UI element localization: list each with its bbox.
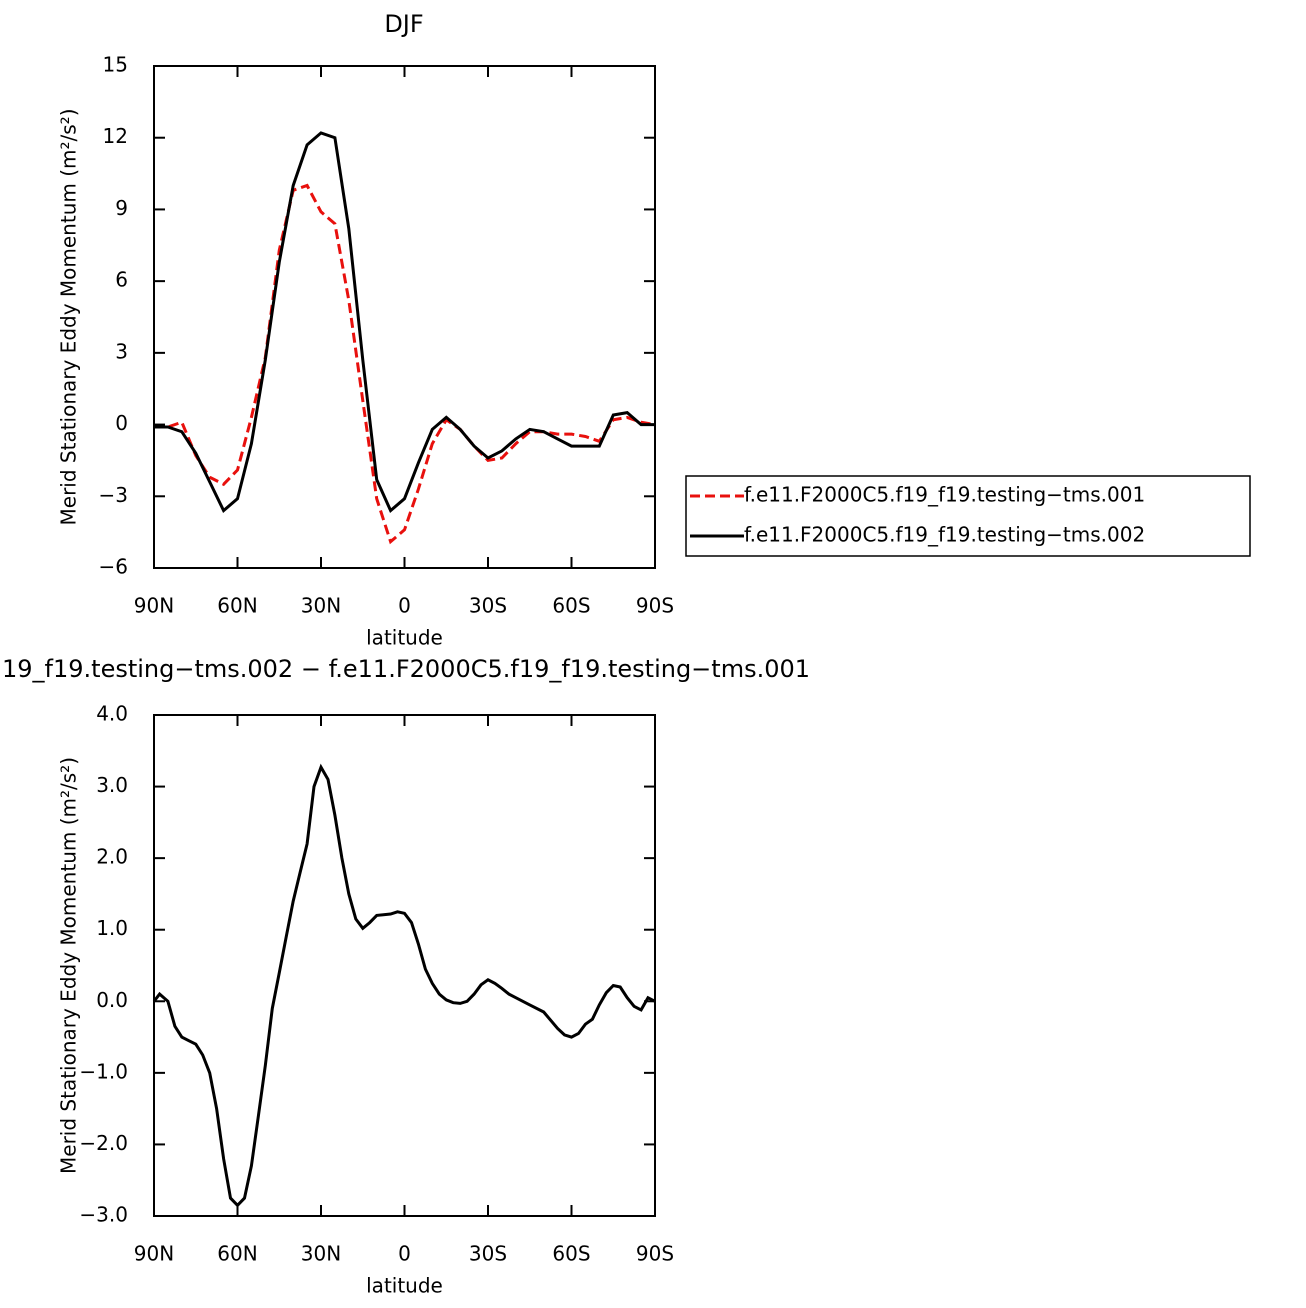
y-axis-label: Merid Stationary Eddy Momentum (m²/s²) [57, 757, 81, 1174]
data-line [152, 763, 656, 1208]
x-tick-label: 90N [134, 594, 174, 618]
x-tick-label: 0 [398, 1242, 411, 1266]
x-tick-label: 60N [217, 1242, 257, 1266]
y-tick-label: −1.0 [79, 1059, 128, 1083]
y-axis-label: Merid Stationary Eddy Momentum (m²/s²) [57, 109, 81, 526]
y-tick-label: 15 [103, 53, 128, 77]
plot-frame [153, 65, 656, 569]
y-tick-label: 3 [115, 339, 128, 363]
chart-title: DJF [384, 10, 423, 38]
y-tick-label: 12 [103, 124, 128, 148]
x-axis-label: latitude [366, 626, 443, 650]
legend-box [685, 475, 1251, 557]
x-axis-label: latitude [366, 1274, 443, 1298]
y-tick-label: −6 [99, 555, 128, 579]
y-tick-label: 6 [115, 268, 128, 292]
x-tick-label: 30N [301, 1242, 341, 1266]
data-line [154, 131, 655, 514]
y-tick-label: −3.0 [79, 1203, 128, 1227]
x-tick-label: 90S [636, 594, 674, 618]
chart-title: 19_f19.testing−tms.002 − f.e11.F2000C5.f… [2, 655, 810, 683]
y-tick-label: 2.0 [96, 845, 128, 869]
plot-frame [153, 714, 656, 1217]
y-tick-label: −3 [99, 483, 128, 507]
y-tick-label: 9 [115, 196, 128, 220]
x-tick-label: 60S [552, 1242, 590, 1266]
x-tick-label: 0 [398, 594, 411, 618]
x-tick-label: 30S [469, 594, 507, 618]
y-tick-label: 3.0 [96, 773, 128, 797]
x-tick-label: 60N [217, 594, 257, 618]
data-line [154, 183, 656, 545]
x-tick-label: 60S [552, 594, 590, 618]
x-tick-label: 30N [301, 594, 341, 618]
y-tick-label: 0 [115, 411, 128, 435]
y-tick-label: 4.0 [96, 702, 128, 726]
y-tick-label: −2.0 [79, 1131, 128, 1155]
x-tick-label: 90N [134, 1242, 174, 1266]
x-tick-label: 30S [469, 1242, 507, 1266]
y-tick-label: 0.0 [96, 988, 128, 1012]
legend-label: f.e11.F2000C5.f19_f19.testing−tms.001 [744, 483, 1145, 507]
y-tick-label: 1.0 [96, 916, 128, 940]
x-tick-label: 90S [636, 1242, 674, 1266]
legend-label: f.e11.F2000C5.f19_f19.testing−tms.002 [744, 523, 1145, 547]
